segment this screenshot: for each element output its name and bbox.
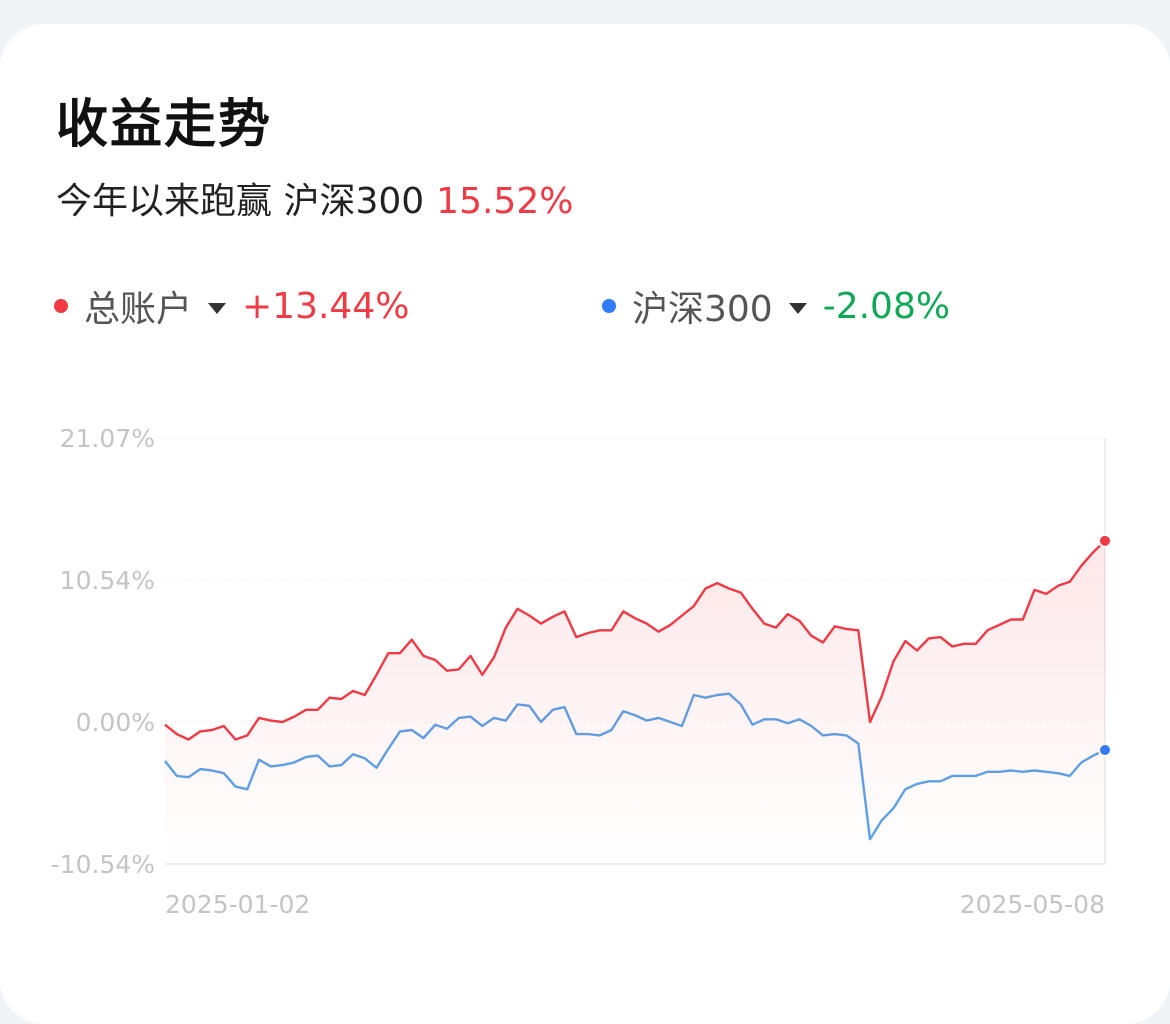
y-tick-label: 10.54% bbox=[60, 566, 155, 595]
y-tick-label: 21.07% bbox=[60, 424, 155, 453]
series-end-point bbox=[1098, 533, 1112, 548]
total-account-dot-icon bbox=[54, 299, 68, 313]
dropdown-caret-icon[interactable] bbox=[208, 302, 227, 314]
legend-value-total-account: +13.44% bbox=[242, 285, 410, 327]
outperform-value: 15.52% bbox=[436, 181, 574, 222]
legend-label-total-account: 总账户 bbox=[84, 289, 193, 330]
y-tick-label: 0.00% bbox=[76, 708, 155, 737]
x-tick-label: 2025-05-08 bbox=[960, 890, 1105, 919]
legend-value-csi300: -2.08% bbox=[822, 285, 951, 327]
legend-csi300[interactable]: 沪深300 -2.08% bbox=[602, 280, 950, 332]
legend-label-csi300: 沪深300 bbox=[632, 289, 773, 330]
card-title: 收益走势 bbox=[56, 95, 273, 155]
outperform-summary: 今年以来跑赢 沪深300 15.52% bbox=[56, 172, 573, 224]
legend-total-account[interactable]: 总账户 +13.44% bbox=[54, 280, 409, 332]
series-line bbox=[164, 539, 1106, 741]
x-tick-label: 2025-01-02 bbox=[165, 890, 310, 919]
series-area-fill bbox=[165, 540, 1105, 864]
outperform-text: 今年以来跑赢 沪深300 bbox=[56, 181, 425, 222]
y-tick-label: -10.54% bbox=[51, 850, 155, 879]
csi300-dot-icon bbox=[602, 299, 616, 313]
return-trend-chart: 21.07% 10.54% 0.00% -10.54% 2025-01-02 2025-… bbox=[51, 424, 1112, 919]
dropdown-caret-icon[interactable] bbox=[788, 302, 807, 314]
